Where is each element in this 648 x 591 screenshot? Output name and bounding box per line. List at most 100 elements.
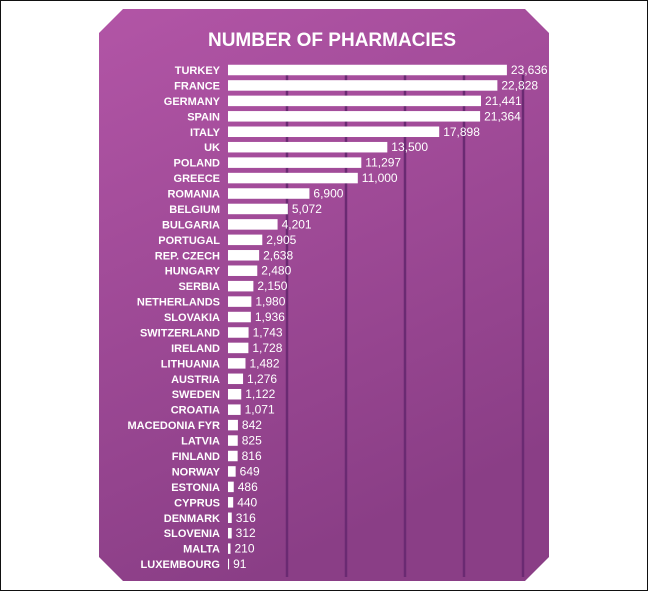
value-label: 1,482: [249, 356, 279, 370]
value-label: 1,071: [245, 403, 275, 417]
category-label: ROMANIA: [167, 189, 220, 201]
category-label: REP. CZECH: [155, 250, 220, 262]
value-label: 486: [238, 480, 258, 494]
category-label: FINLAND: [172, 451, 220, 463]
bars: [228, 64, 507, 570]
category-label: SWEDEN: [172, 389, 220, 401]
bar-ireland: [228, 342, 249, 354]
value-label: 1,276: [247, 372, 277, 386]
category-label: SPAIN: [187, 111, 220, 123]
category-label: TURKEY: [175, 65, 221, 77]
value-label: 2,480: [261, 264, 291, 278]
value-label: 312: [236, 526, 256, 540]
category-label: GERMANY: [164, 96, 221, 108]
bar-finland: [228, 450, 238, 462]
value-label: 1,743: [253, 325, 283, 339]
category-label: NETHERLANDS: [137, 297, 220, 309]
bar-serbia: [228, 280, 254, 292]
category-label: SWITZERLAND: [140, 327, 220, 339]
bar-sweden: [228, 388, 242, 400]
bar-macedonia-fyr: [228, 419, 238, 431]
bar-netherlands: [228, 296, 252, 307]
value-label: 440: [237, 495, 257, 509]
category-label: CYPRUS: [174, 497, 220, 509]
category-label: MALTA: [183, 544, 220, 556]
category-label: HUNGARY: [165, 266, 221, 278]
value-label: 316: [236, 511, 256, 525]
bar-cyprus: [228, 497, 234, 508]
bar-romania: [228, 188, 310, 199]
category-label: SERBIA: [178, 281, 220, 293]
value-label: 13,500: [391, 140, 428, 154]
bar-greece: [228, 172, 358, 184]
category-label: CROATIA: [171, 405, 220, 417]
value-label: 6,900: [313, 187, 343, 201]
value-label: 21,441: [485, 94, 522, 108]
bar-norway: [228, 466, 236, 477]
category-label: ESTONIA: [171, 482, 220, 494]
value-label: 1,728: [252, 341, 282, 355]
value-label: 1,936: [255, 310, 285, 324]
bar-uk: [228, 141, 388, 153]
category-label: GREECE: [174, 173, 220, 185]
bar-slovakia: [228, 311, 251, 323]
bar-rep-czech: [228, 250, 260, 261]
value-label: 816: [242, 449, 262, 463]
value-label: 11,000: [362, 171, 398, 185]
value-label: 22,828: [501, 78, 538, 92]
value-label: 91: [233, 557, 247, 571]
value-label: 2,638: [263, 248, 293, 262]
category-label: IRELAND: [171, 343, 220, 355]
value-label: 11,297: [365, 156, 401, 170]
bar-spain: [228, 111, 481, 122]
value-label: 23,636: [511, 63, 548, 77]
chart-title: NUMBER OF PHARMACIES: [208, 30, 456, 51]
bar-lithuania: [228, 358, 246, 369]
category-label: SLOVENIA: [164, 528, 220, 540]
category-label: NORWAY: [172, 466, 221, 478]
value-label: 1,122: [245, 387, 275, 401]
bar-latvia: [228, 435, 238, 446]
category-labels: TURKEY FRANCE GERMANY SPAIN ITALY UK POLAND GRE…: [128, 65, 221, 571]
bar-slovenia: [228, 527, 232, 539]
category-label: BELGIUM: [169, 204, 220, 216]
category-label: LATVIA: [181, 436, 220, 448]
bar-malta: [228, 543, 231, 554]
category-label: ITALY: [190, 127, 221, 139]
bar-portugal: [228, 234, 263, 246]
bar-belgium: [228, 203, 288, 215]
value-label: 2,905: [266, 233, 296, 247]
category-label: POLAND: [174, 158, 221, 170]
bar-poland: [228, 157, 362, 168]
value-label: 4,201: [282, 217, 312, 231]
bar-luxembourg: [228, 558, 230, 570]
category-label: DENMARK: [164, 513, 220, 525]
bar-estonia: [228, 481, 234, 493]
bar-hungary: [228, 265, 258, 276]
bar-germany: [228, 95, 482, 107]
category-label: AUSTRIA: [171, 374, 220, 386]
bar-austria: [228, 373, 244, 385]
bar-switzerland: [228, 327, 249, 338]
bar-italy: [228, 126, 440, 138]
value-label: 17,898: [443, 125, 480, 139]
category-label: MACEDONIA FYR: [128, 420, 221, 432]
value-label: 2,150: [257, 279, 287, 293]
chart-panel: [99, 9, 549, 581]
category-label: FRANCE: [174, 80, 220, 92]
bar-croatia: [228, 404, 241, 415]
category-label: SLOVAKIA: [164, 312, 220, 324]
value-label: 21,364: [484, 109, 521, 123]
value-label: 649: [240, 464, 260, 478]
bar-bulgaria: [228, 219, 278, 230]
category-label: PORTUGAL: [158, 235, 220, 247]
bar-turkey: [228, 64, 507, 76]
value-label: 5,072: [292, 202, 322, 216]
bar-france: [228, 80, 498, 91]
bar-denmark: [228, 512, 232, 524]
category-label: LITHUANIA: [161, 358, 220, 370]
category-label: LUXEMBOURG: [141, 559, 220, 571]
